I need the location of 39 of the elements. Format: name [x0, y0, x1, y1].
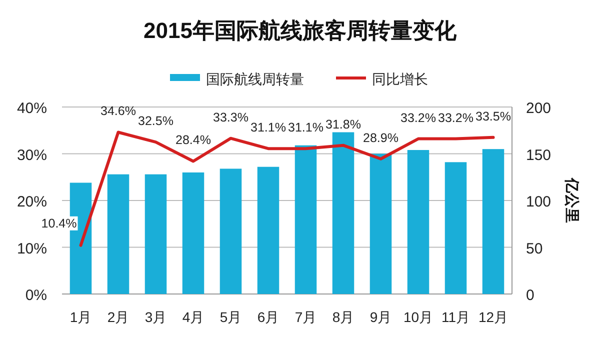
- data-label: 31.1%: [250, 120, 286, 135]
- data-label: 10.4%: [41, 216, 77, 230]
- data-label: 31.1%: [288, 120, 324, 135]
- y-tick-label: 30%: [16, 146, 47, 164]
- x-tick-label: 4月: [182, 309, 204, 325]
- x-tick-label: 5月: [220, 309, 242, 325]
- chart-title: 2015年国际航线旅客周转量变化: [144, 18, 458, 43]
- data-label: 28.9%: [363, 130, 398, 145]
- x-tick-label: 3月: [144, 309, 167, 325]
- y-tick-label: 20%: [16, 194, 47, 210]
- data-label: 32.5%: [138, 114, 174, 128]
- x-tick-label: 2月: [107, 309, 130, 325]
- y2-tick-label: 0: [526, 287, 534, 304]
- y2-tick-label: 50: [526, 240, 543, 258]
- x-tick-label: 11月: [441, 309, 470, 325]
- y2-axis-title: 亿公里: [563, 177, 580, 223]
- data-label: 33.5%: [476, 109, 511, 124]
- y2-tick-label: 200: [526, 100, 552, 117]
- legend-label: 同比增长: [372, 71, 428, 87]
- data-label: 28.4%: [176, 133, 211, 148]
- x-tick-label: 7月: [294, 309, 317, 325]
- y-tick-label: 10%: [16, 240, 47, 258]
- x-tick-label: 10月: [403, 309, 434, 325]
- line-series: [79, 130, 495, 247]
- y2-tick-label: 150: [526, 146, 552, 164]
- x-tick-label: 12月: [478, 309, 508, 325]
- data-label: 31.8%: [326, 117, 361, 132]
- x-tick-label: 1月: [70, 309, 92, 325]
- legend-label: 国际航线周转量: [206, 71, 304, 87]
- x-tick-label: 9月: [370, 309, 392, 325]
- data-label: 33.2%: [438, 110, 474, 125]
- data-label: 34.6%: [100, 104, 136, 118]
- data-label: 33.3%: [213, 110, 248, 124]
- x-tick-label: 6月: [257, 309, 280, 325]
- y-tick-label: 40%: [16, 100, 47, 117]
- y-tick-label: 0%: [25, 287, 47, 304]
- data-label: 33.2%: [400, 110, 436, 125]
- y2-tick-label: 100: [526, 194, 552, 210]
- x-tick-label: 8月: [332, 309, 354, 325]
